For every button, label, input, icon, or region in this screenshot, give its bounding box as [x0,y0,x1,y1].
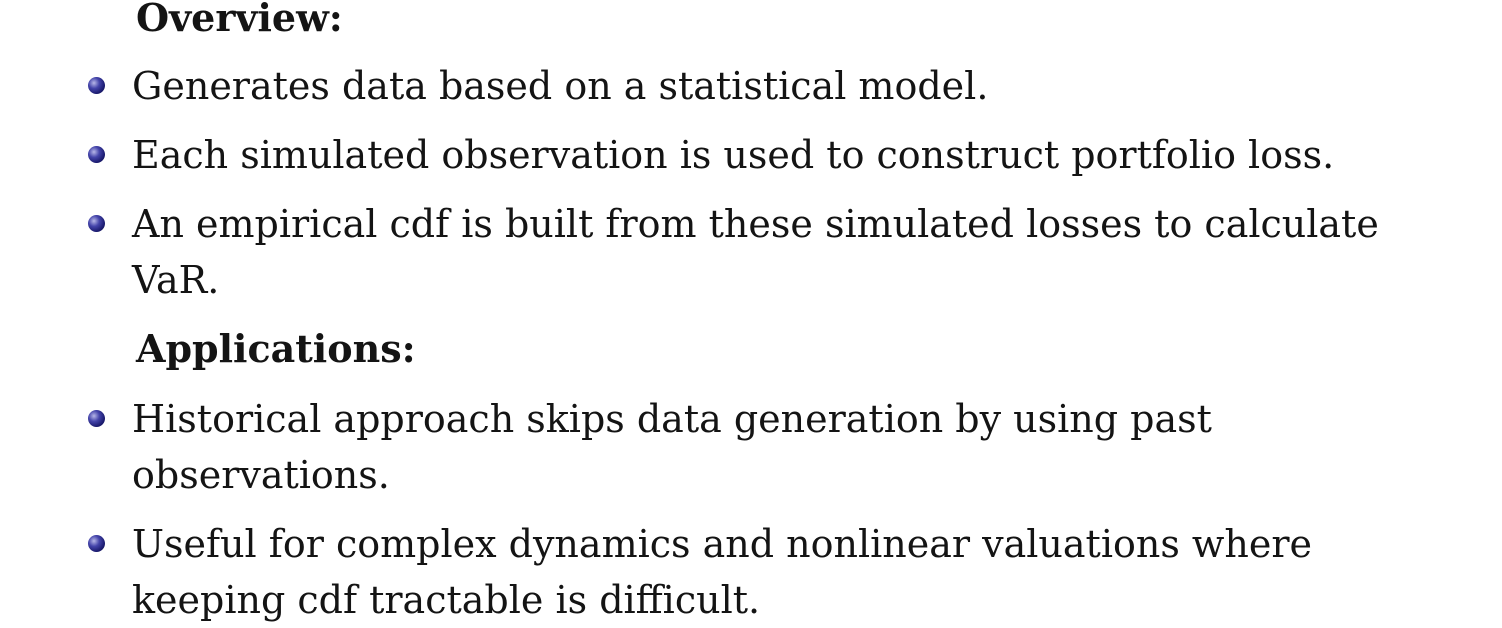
list-item: An empirical cdf is built from these sim… [88,196,1462,308]
bullet-icon [88,77,105,94]
list-item: Useful for complex dynamics and nonlinea… [88,516,1462,628]
list-item: Each simulated observation is used to co… [88,127,1462,183]
list-item-text: Useful for complex dynamics and nonlinea… [132,522,1313,622]
list-item-text: An empirical cdf is built from these sim… [132,202,1379,302]
bullet-icon [88,410,105,427]
list-item: Historical approach skips data generatio… [88,391,1462,503]
bullet-icon [88,146,105,163]
list-item-text: Generates data based on a statistical mo… [132,64,989,108]
overview-heading: Overview: [136,0,343,40]
applications-heading: Applications: [136,326,416,371]
list-item-text: Historical approach skips data generatio… [132,397,1212,497]
bullet-icon [88,215,105,232]
bullet-icon [88,535,105,552]
list-item-text: Each simulated observation is used to co… [132,133,1335,177]
list-item: Generates data based on a statistical mo… [88,58,1462,114]
